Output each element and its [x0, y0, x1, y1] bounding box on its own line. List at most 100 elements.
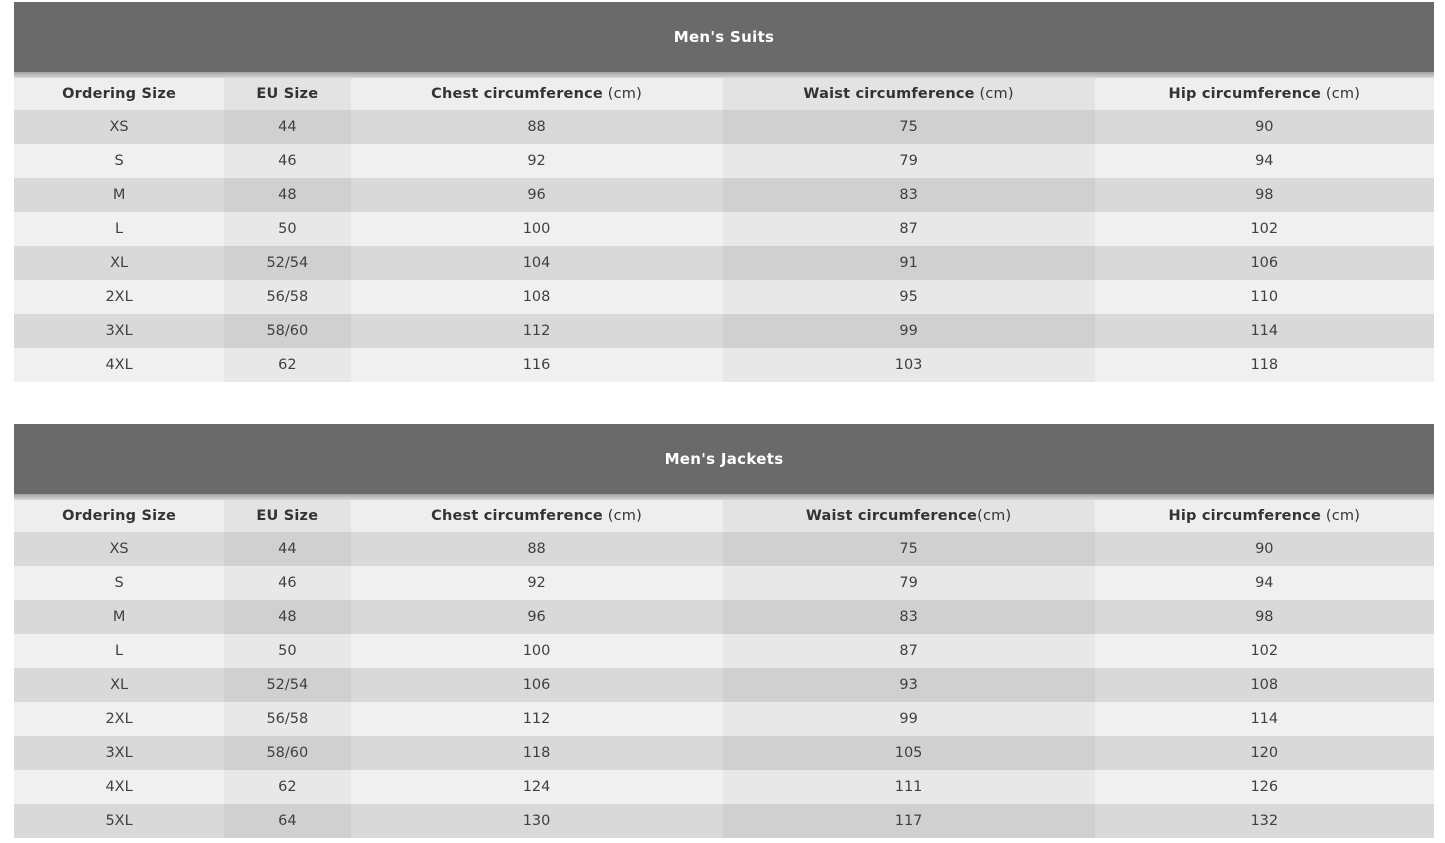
size-cell: 93 [722, 668, 1095, 702]
size-cell: M [14, 600, 225, 634]
size-cell: 64 [224, 804, 351, 838]
size-cell: 120 [1094, 736, 1434, 770]
table-row: M 48 96 83 98 [14, 600, 1434, 634]
column-header: Chest circumference (cm) [350, 78, 723, 110]
column-header: Waist circumference(cm) [722, 500, 1095, 532]
size-cell: 108 [350, 280, 723, 314]
size-cell: 126 [1094, 770, 1434, 804]
size-cell: 132 [1094, 804, 1434, 838]
table-row: 3XL 58/60 118 105 120 [14, 736, 1434, 770]
size-cell: 46 [224, 566, 351, 600]
mens-suits-table: Ordering Size EU Size Chest circumference … [14, 78, 1434, 382]
size-cell: 50 [224, 634, 351, 668]
size-cell: 90 [1094, 110, 1434, 144]
size-cell: 92 [350, 566, 723, 600]
size-cell: XL [14, 668, 225, 702]
mens-jackets-table: Ordering Size EU Size Chest circumference … [14, 500, 1434, 838]
size-cell: 83 [722, 600, 1095, 634]
size-cell: 3XL [14, 314, 225, 348]
size-cell: 100 [350, 634, 723, 668]
table-row: XS 44 88 75 90 [14, 532, 1434, 566]
table-body: XS 44 88 75 90 S 46 92 79 94 M 48 96 83 98 L 50 100 87 102 X… [14, 532, 1434, 838]
size-cell: L [14, 634, 225, 668]
size-cell: 96 [350, 600, 723, 634]
table-row: 2XL 56/58 112 99 114 [14, 702, 1434, 736]
size-cell: 75 [722, 532, 1095, 566]
size-cell: 3XL [14, 736, 225, 770]
size-cell: 44 [224, 110, 351, 144]
size-cell: 116 [350, 348, 723, 382]
size-cell: 91 [722, 246, 1095, 280]
column-header: Hip circumference (cm) [1094, 78, 1434, 110]
size-cell: 52/54 [224, 246, 351, 280]
size-cell: 83 [722, 178, 1095, 212]
size-cell: 88 [350, 110, 723, 144]
size-cell: XS [14, 110, 225, 144]
size-cell: 52/54 [224, 668, 351, 702]
size-cell: 110 [1094, 280, 1434, 314]
column-header: Chest circumference (cm) [350, 500, 723, 532]
size-cell: XL [14, 246, 225, 280]
size-cell: 118 [350, 736, 723, 770]
size-cell: 108 [1094, 668, 1434, 702]
size-cell: 4XL [14, 348, 225, 382]
size-cell: 79 [722, 566, 1095, 600]
size-cell: 104 [350, 246, 723, 280]
size-cell: 88 [350, 532, 723, 566]
size-cell: 79 [722, 144, 1095, 178]
size-cell: 94 [1094, 144, 1434, 178]
title-band-shadow [14, 494, 1434, 500]
mens-jackets-size-chart: Men's Jackets Ordering Size EU Size Chest … [14, 424, 1434, 838]
size-cell: 106 [1094, 246, 1434, 280]
size-cell: 102 [1094, 212, 1434, 246]
size-cell: L [14, 212, 225, 246]
size-cell: 112 [350, 314, 723, 348]
column-header: EU Size [224, 500, 351, 532]
size-cell: 48 [224, 600, 351, 634]
size-cell: 106 [350, 668, 723, 702]
table-title: Men's Jackets [664, 450, 784, 468]
table-row: XL 52/54 104 91 106 [14, 246, 1434, 280]
size-cell: 90 [1094, 532, 1434, 566]
size-cell: M [14, 178, 225, 212]
table-row: L 50 100 87 102 [14, 212, 1434, 246]
size-cell: 118 [1094, 348, 1434, 382]
table-title: Men's Suits [673, 28, 775, 46]
size-cell: 114 [1094, 314, 1434, 348]
size-cell: 94 [1094, 566, 1434, 600]
size-cell: 100 [350, 212, 723, 246]
table-row: 4XL 62 124 111 126 [14, 770, 1434, 804]
size-cell: 56/58 [224, 280, 351, 314]
size-cell: 2XL [14, 702, 225, 736]
column-header: Hip circumference (cm) [1094, 500, 1434, 532]
size-cell: 5XL [14, 804, 225, 838]
size-cell: 111 [722, 770, 1095, 804]
size-cell: 48 [224, 178, 351, 212]
table-row: M 48 96 83 98 [14, 178, 1434, 212]
mens-suits-size-chart: Men's Suits Ordering Size EU Size Chest ci… [14, 2, 1434, 382]
size-cell: 92 [350, 144, 723, 178]
size-cell: 124 [350, 770, 723, 804]
table-row: XS 44 88 75 90 [14, 110, 1434, 144]
size-cell: 62 [224, 770, 351, 804]
size-cell: 58/60 [224, 736, 351, 770]
size-cell: 117 [722, 804, 1095, 838]
table-row: 2XL 56/58 108 95 110 [14, 280, 1434, 314]
size-cell: 99 [722, 314, 1095, 348]
size-cell: 103 [722, 348, 1095, 382]
size-cell: 46 [224, 144, 351, 178]
column-header: Ordering Size [14, 500, 225, 532]
size-cell: 75 [722, 110, 1095, 144]
size-cell: 58/60 [224, 314, 351, 348]
header-row: Ordering Size EU Size Chest circumference … [14, 500, 1434, 532]
size-cell: 4XL [14, 770, 225, 804]
size-cell: 50 [224, 212, 351, 246]
column-header: EU Size [224, 78, 351, 110]
mens-jackets-title-band: Men's Jackets [14, 424, 1434, 494]
size-cell: XS [14, 532, 225, 566]
table-row: 3XL 58/60 112 99 114 [14, 314, 1434, 348]
size-cell: 102 [1094, 634, 1434, 668]
table-row: 4XL 62 116 103 118 [14, 348, 1434, 382]
table-body: XS 44 88 75 90 S 46 92 79 94 M 48 96 83 98 L 50 100 87 102 X… [14, 110, 1434, 382]
header-row: Ordering Size EU Size Chest circumference … [14, 78, 1434, 110]
